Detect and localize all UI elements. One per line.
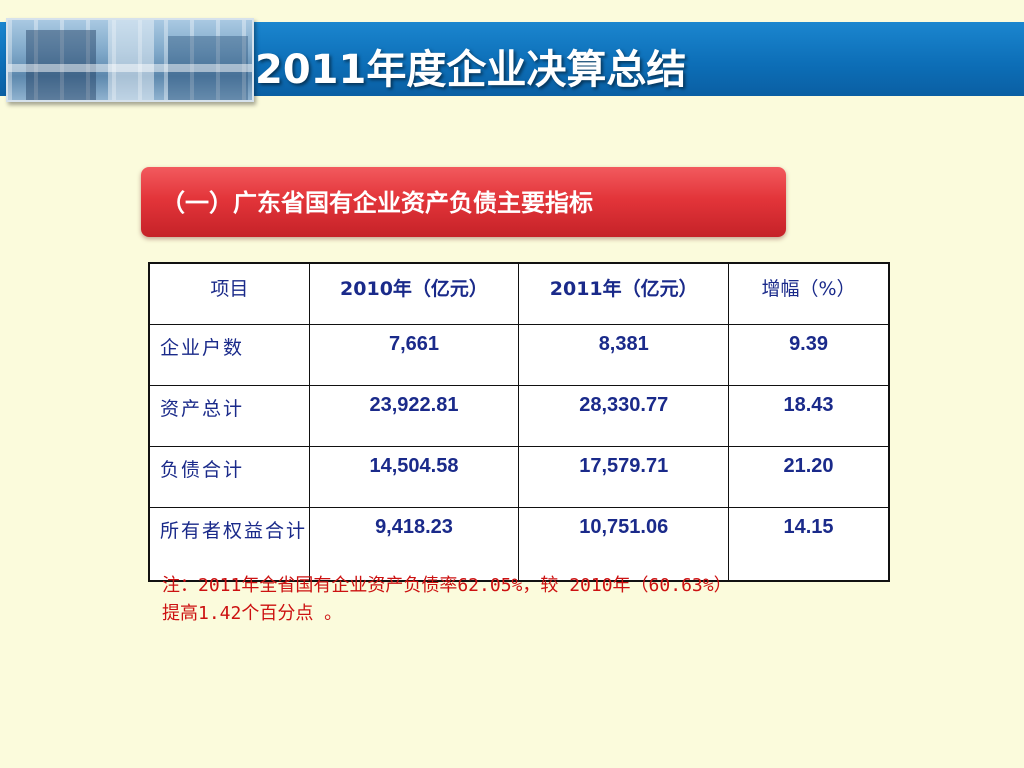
footnote-line: 提高1.42个百分点 。	[162, 603, 343, 624]
row-label: 资产总计	[148, 385, 310, 447]
row-label: 企业户数	[148, 324, 310, 386]
building-band	[8, 64, 252, 72]
page-title: 2011年度企业决算总结	[255, 47, 687, 93]
building-shape	[108, 20, 154, 100]
row-label: 负债合计	[148, 446, 310, 508]
table-cell: 14,504.58	[308, 446, 520, 508]
table-row: 负债合计 14,504.58 17,579.71 21.20	[148, 446, 890, 508]
table-header-row: 项目 2010年（亿元） 2011年（亿元） 增幅（%）	[148, 262, 890, 325]
column-header: 项目	[148, 262, 310, 325]
table-cell: 28,330.77	[518, 385, 730, 447]
table-row: 资产总计 23,922.81 28,330.77 18.43	[148, 385, 890, 447]
table-cell: 10,751.06	[518, 507, 730, 582]
table-cell: 8,381	[518, 324, 730, 386]
table-cell: 21.20	[728, 446, 890, 508]
column-header: 2011年（亿元）	[518, 262, 730, 325]
table-cell: 14.15	[728, 507, 890, 582]
table-cell: 18.43	[728, 385, 890, 447]
table-cell: 9.39	[728, 324, 890, 386]
footnote-line: 注：2011年全省国有企业资产负债率62.05%，较 2010年（60.63%）	[162, 575, 732, 596]
table-cell: 7,661	[308, 324, 520, 386]
row-label: 所有者权益合计	[148, 507, 310, 582]
section-banner: （一）广东省国有企业资产负债主要指标	[141, 167, 786, 237]
table-row: 企业户数 7,661 8,381 9.39	[148, 324, 890, 386]
indicator-table: 项目 2010年（亿元） 2011年（亿元） 增幅（%） 企业户数 7,661 …	[148, 262, 890, 582]
section-title: （一）广东省国有企业资产负债主要指标	[161, 189, 593, 217]
table-cell: 23,922.81	[308, 385, 520, 447]
footnote: 注：2011年全省国有企业资产负债率62.05%，较 2010年（60.63%）…	[162, 572, 942, 628]
column-header: 增幅（%）	[728, 262, 890, 325]
table-cell: 9,418.23	[308, 507, 520, 582]
table-cell: 17,579.71	[518, 446, 730, 508]
column-header: 2010年（亿元）	[308, 262, 520, 325]
building-photo	[6, 18, 254, 102]
table-row: 所有者权益合计 9,418.23 10,751.06 14.15	[148, 507, 890, 582]
